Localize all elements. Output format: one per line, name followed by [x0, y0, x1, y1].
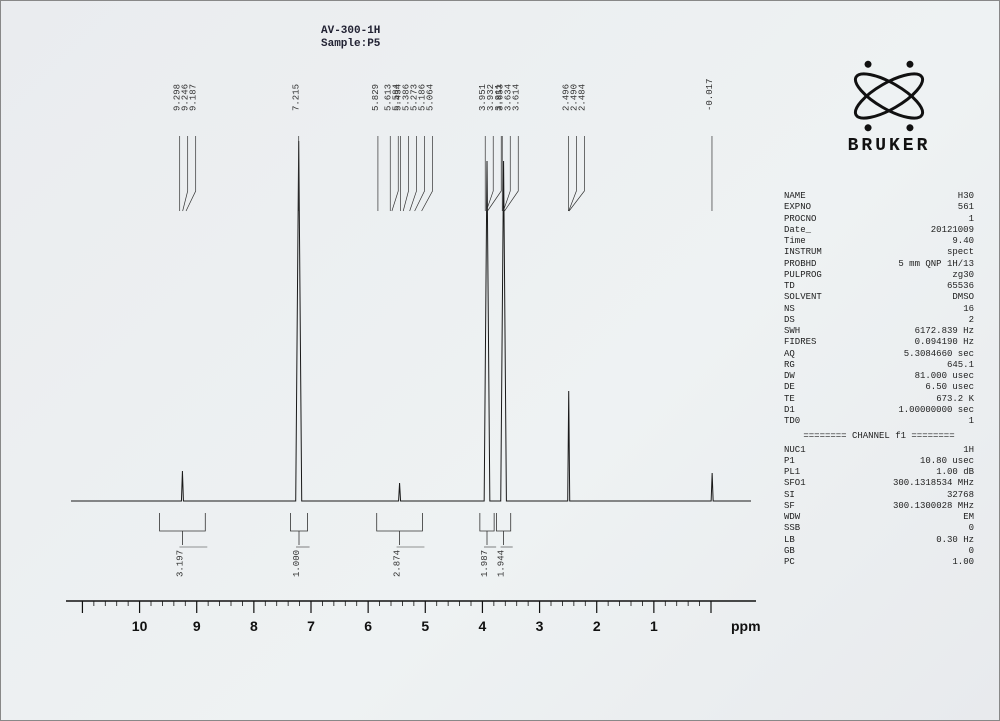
integral-bracket	[480, 513, 494, 545]
param-row: PL11.00 dB	[784, 467, 974, 478]
spectrum-trace	[71, 141, 751, 501]
header-line1: AV-300-1H	[321, 25, 380, 38]
integral-bracket	[496, 513, 510, 545]
logo-text: BRUKER	[829, 136, 949, 156]
x-tick-label: 7	[307, 618, 315, 634]
peak-label: 7.215	[292, 84, 302, 111]
integral-value: 1.000	[292, 550, 302, 577]
param-row: P110.80 usec	[784, 456, 974, 467]
integral-value: 1.944	[497, 550, 507, 577]
param-row: NS16	[784, 304, 974, 315]
x-tick-label: 4	[479, 618, 487, 634]
param-row: GB0	[784, 546, 974, 557]
peak-label: -0.017	[705, 79, 715, 111]
param-row: SF300.1300028 MHz	[784, 501, 974, 512]
peak-label: 3.614	[511, 84, 521, 111]
param-row: INSTRUMspect	[784, 247, 974, 258]
integral-bracket	[160, 513, 206, 545]
param-row: Date_20121009	[784, 225, 974, 236]
axis-unit: ppm	[731, 618, 761, 634]
spectrum-plot: 9.2989.2469.1877.2155.8295.6135.5845.434…	[41, 41, 771, 661]
x-tick-label: 9	[193, 618, 201, 634]
peak-label: 9.187	[189, 84, 199, 111]
x-tick-label: 2	[593, 618, 601, 634]
param-row: SOLVENTDMSO	[784, 292, 974, 303]
x-tick-label: 8	[250, 618, 258, 634]
param-row: D11.00000000 sec	[784, 405, 974, 416]
param-row: PROBHD5 mm QNP 1H/13	[784, 259, 974, 270]
param-row: LB0.30 Hz	[784, 535, 974, 546]
x-tick-label: 3	[536, 618, 544, 634]
param-row: PROCNO1	[784, 214, 974, 225]
param-row: Time9.40	[784, 236, 974, 247]
param-row: DS2	[784, 315, 974, 326]
param-row: NUC11H	[784, 445, 974, 456]
x-tick-label: 5	[421, 618, 429, 634]
peak-label: 2.484	[577, 84, 587, 111]
bruker-logo: BRUKER	[829, 71, 949, 156]
param-row: FIDRES0.094190 Hz	[784, 337, 974, 348]
param-row: RG645.1	[784, 360, 974, 371]
x-tick-label: 6	[364, 618, 372, 634]
param-row: TE673.2 K	[784, 394, 974, 405]
integral-value: 2.874	[393, 550, 403, 577]
atom-icon	[829, 71, 949, 131]
param-row: TD01	[784, 416, 974, 427]
param-row: SSB0	[784, 523, 974, 534]
param-row: DW81.000 usec	[784, 371, 974, 382]
peak-label: 5.064	[425, 84, 435, 111]
param-row: PULPROGzg30	[784, 270, 974, 281]
param-row: SI32768	[784, 490, 974, 501]
param-row: WDWEM	[784, 512, 974, 523]
channel-divider: ======== CHANNEL f1 ========	[784, 431, 974, 442]
param-row: DE6.50 usec	[784, 382, 974, 393]
integral-bracket	[377, 513, 423, 545]
integral-bracket	[290, 513, 307, 545]
param-row: SFO1300.1318534 MHz	[784, 478, 974, 489]
x-tick-label: 10	[132, 618, 148, 634]
parameter-panel: NAMEH30EXPNO561PROCNO1Date_20121009Time9…	[784, 191, 974, 568]
integral-value: 1.987	[480, 550, 490, 577]
param-row: EXPNO561	[784, 202, 974, 213]
peak-label: 5.829	[371, 84, 381, 111]
nmr-printout: AV-300-1H Sample:P5 BRUKER NAMEH30EXPNO5…	[0, 0, 1000, 721]
param-row: TD65536	[784, 281, 974, 292]
param-row: SWH6172.839 Hz	[784, 326, 974, 337]
param-row: NAMEH30	[784, 191, 974, 202]
x-tick-label: 1	[650, 618, 658, 634]
param-row: PC1.00	[784, 557, 974, 568]
integral-value: 3.197	[175, 550, 185, 577]
param-row: AQ5.3084660 sec	[784, 349, 974, 360]
